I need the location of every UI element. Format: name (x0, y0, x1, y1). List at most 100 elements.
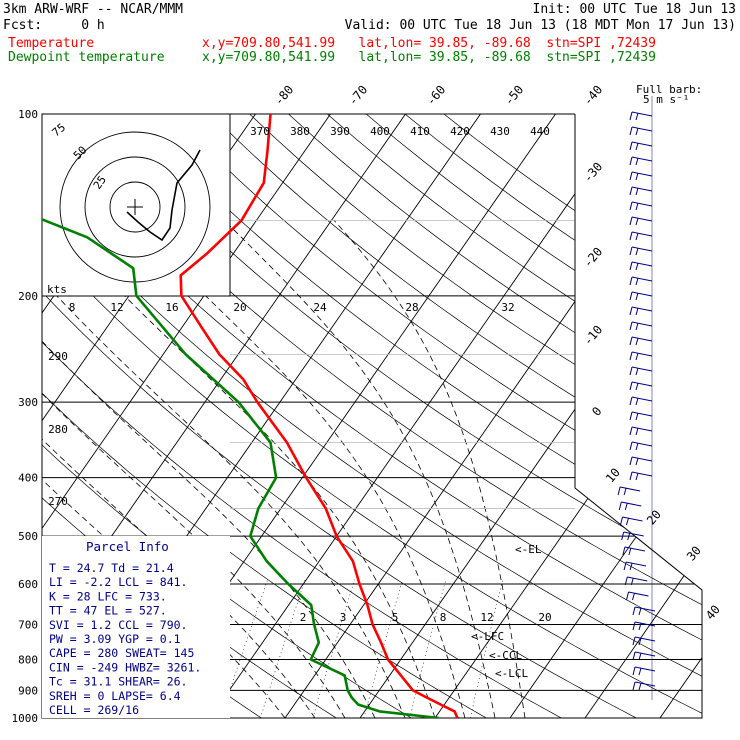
wind-speed-label: 24 (313, 301, 327, 314)
hodograph-trace (126, 149, 201, 242)
pressure-tick-label: 700 (18, 618, 38, 631)
wind-barb-flag (629, 261, 633, 271)
wind-speed-label: 28 (405, 301, 418, 314)
dry-adiabat (55, 114, 702, 718)
dry-adiabat (42, 114, 702, 718)
wind-barb-flag (629, 291, 633, 301)
forecast-hour: Fcst: 0 h (3, 18, 105, 33)
wind-barb-flag (629, 201, 633, 211)
isotherm-label: 10 (603, 465, 623, 485)
wind-barb (625, 561, 647, 567)
wind-barb-flag (629, 336, 633, 346)
wind-barb-flag (635, 367, 639, 376)
wind-barb (628, 591, 649, 597)
theta-side-label: 270 (48, 495, 68, 508)
dry-adiabat (327, 114, 702, 718)
wind-speed-label: 20 (233, 301, 246, 314)
wind-barb-flag (638, 607, 642, 616)
wind-barbs (617, 96, 656, 700)
parcel-info-line: LI = -2.2 LCL = 841. (49, 575, 187, 589)
dry-adiabat (42, 114, 702, 718)
wind-barb-flag (619, 516, 623, 526)
moist-adiabat (42, 220, 406, 718)
wind-barb-flag (635, 442, 639, 451)
pressure-tick-label: 300 (18, 396, 38, 409)
wind-barb-flag (629, 141, 633, 151)
wind-barb (631, 456, 653, 462)
wind-barb (631, 471, 653, 477)
wind-barb-flag (630, 577, 634, 586)
dry-adiabat (171, 114, 702, 718)
dewpoint-trace (42, 120, 439, 718)
pressure-tick-label: 500 (18, 530, 38, 543)
wind-barb (631, 396, 653, 402)
wind-barb (631, 111, 653, 117)
mixing-ratio-label: 12 (480, 611, 493, 624)
wind-barb-flag (635, 247, 639, 256)
wind-barb-flag (638, 682, 642, 691)
wind-barb-flag (629, 471, 633, 481)
wind-barb-flag (629, 441, 633, 451)
parcel-marker: <-CCL (489, 649, 522, 662)
dry-adiabat (404, 114, 702, 718)
isotherm-label: 20 (644, 507, 664, 527)
wind-barb-flag (632, 666, 636, 676)
wind-barb-flag (635, 307, 639, 316)
wind-speed-label: 16 (165, 301, 178, 314)
isotherm (500, 114, 702, 718)
wind-barb-flag (618, 501, 622, 511)
sounding-traces (42, 114, 459, 718)
dry-adiabat (210, 114, 702, 718)
wind-barb (631, 366, 653, 372)
pressure-tick-label: 900 (18, 684, 38, 697)
temperature-legend-label: Temperature (8, 36, 95, 51)
isotherm-label: 30 (684, 543, 704, 563)
wind-barb-flag (638, 652, 642, 661)
wind-barb (631, 351, 653, 357)
wind-barb (621, 501, 642, 507)
dewpoint-legend-label: Dewpoint temperature (8, 50, 165, 65)
wind-barb-flag (629, 381, 633, 391)
wind-barb-flag (638, 637, 642, 646)
hodograph-ring (84, 156, 186, 258)
wind-barb (631, 381, 653, 387)
wind-barb-flag (629, 562, 633, 571)
init-time: Init: 00 UTC Tue 18 Jun 13 (532, 2, 737, 17)
wind-barb-flag (635, 457, 639, 466)
wind-barb-flag (635, 262, 639, 271)
isotherm (575, 114, 702, 718)
parcel-info-line: K = 28 LFC = 733. (49, 589, 167, 603)
wind-barb-flag (635, 142, 639, 151)
theta-label: 420 (450, 125, 470, 138)
parcel-markers: <-EL <-LFC <-CCL <-LCL (471, 543, 542, 680)
wind-barb-flag (629, 126, 633, 136)
parcel-info-line: TT = 47 EL = 527. (49, 604, 167, 618)
wind-barb-flag (629, 321, 633, 331)
wind-barb (631, 126, 653, 132)
wind-barb-flag (617, 486, 621, 496)
dry-adiabat (288, 114, 702, 718)
pressure-tick-label: 100 (18, 108, 38, 121)
wind-barb (631, 306, 653, 312)
isotherm (200, 114, 641, 718)
wind-barb-flag (629, 246, 633, 256)
wind-barb (631, 186, 653, 192)
wind-barb-flag (632, 621, 636, 631)
wind-key-line2: 5 m s⁻¹ (643, 93, 689, 106)
isotherm-label: -70 (346, 83, 371, 109)
parcel-marker: <-LCL (495, 667, 528, 680)
theta-side-label: 290 (48, 350, 68, 363)
wind-barb (619, 486, 641, 492)
parcel-info-line: PW = 3.09 YGP = 0.1 (49, 632, 181, 646)
parcel-marker: <-LFC (471, 630, 504, 643)
dry-adiabat (365, 114, 702, 718)
wind-barb (627, 576, 648, 582)
mixing-ratio-line (470, 579, 503, 718)
wind-barb (624, 546, 645, 552)
parcel-info-line: CELL = 269/16 (49, 703, 139, 717)
temperature-trace (179, 114, 459, 718)
isotherm-label: -30 (581, 160, 606, 186)
wind-barb (631, 411, 653, 417)
wind-barb-flag (635, 157, 639, 166)
hodograph-speed-unit: kts (47, 283, 67, 296)
